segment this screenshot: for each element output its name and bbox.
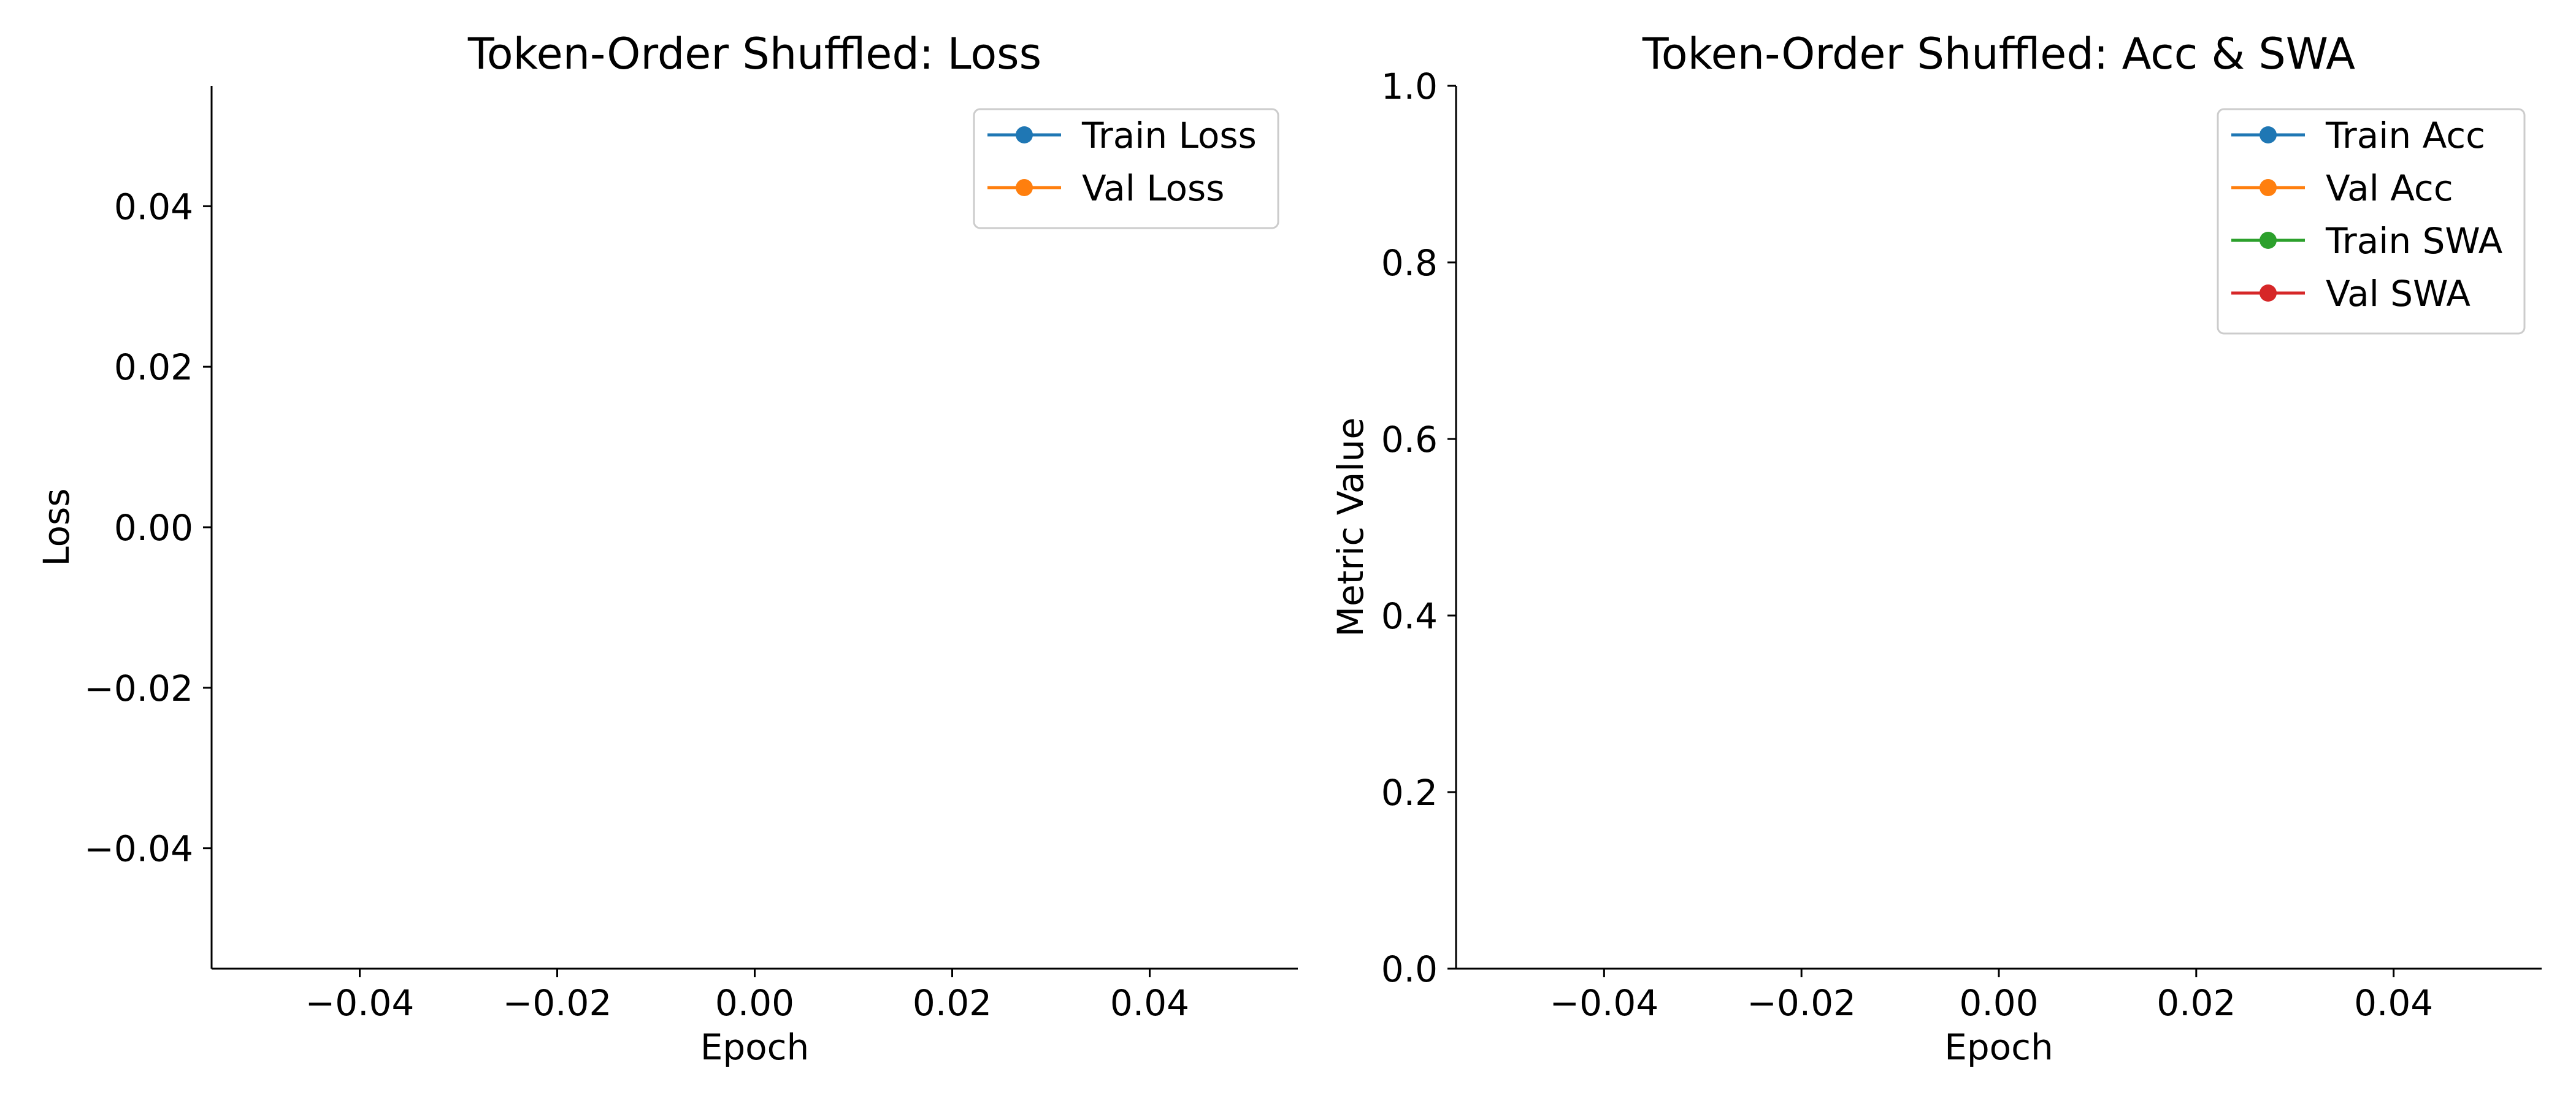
panel-1-y-tick-label: 0.02 xyxy=(114,346,193,388)
panel-2-y-axis-label: Metric Value xyxy=(1330,418,1371,637)
panel-2-legend-marker xyxy=(2260,126,2277,143)
panel-1-x-tick-label: −0.02 xyxy=(503,982,612,1024)
panel-1-x-axis-label: Epoch xyxy=(700,1026,810,1068)
panel-2-chart-title: Token-Order Shuffled: Acc & SWA xyxy=(1642,29,2355,79)
panel-1-legend-label: Val Loss xyxy=(1082,167,1224,209)
panel-2-legend-marker xyxy=(2260,232,2277,249)
panel-2-x-tick-label: 0.02 xyxy=(2156,982,2236,1024)
panel-2-x-tick-label: 0.04 xyxy=(2354,982,2433,1024)
panel-1-y-tick-label: −0.02 xyxy=(84,668,193,709)
panel-1-x-tick-label: −0.04 xyxy=(305,982,415,1024)
panel-2-y-tick-label: 0.2 xyxy=(1381,772,1438,814)
panel-1-x-tick-label: 0.00 xyxy=(715,982,794,1024)
panel-2-legend-label: Val Acc xyxy=(2326,167,2453,209)
panel-1-legend-marker xyxy=(1016,126,1033,143)
panel-2-legend-label: Val SWA xyxy=(2326,273,2471,315)
panel-1-y-tick-label: 0.00 xyxy=(114,507,193,549)
panel-1-legend-marker xyxy=(1016,179,1033,196)
panel-1-chart-title: Token-Order Shuffled: Loss xyxy=(467,29,1041,79)
panel-2-legend-label: Train SWA xyxy=(2325,220,2503,262)
panel-1-legend xyxy=(973,108,1279,229)
panel-1-x-tick-label: 0.04 xyxy=(1110,982,1189,1024)
panel-2-legend-marker xyxy=(2260,284,2277,302)
panel-2-x-tick-label: −0.02 xyxy=(1747,982,1856,1024)
panel-2-x-axis-label: Epoch xyxy=(1944,1026,2053,1068)
panel-1-x-tick-label: 0.02 xyxy=(913,982,992,1024)
panel-2-y-tick-label: 0.6 xyxy=(1381,419,1438,460)
panel-2-y-tick-label: 0.0 xyxy=(1381,948,1438,990)
panel-1-y-axis-label: Loss xyxy=(36,488,77,566)
panel-2-x-tick-label: 0.00 xyxy=(1959,982,2038,1024)
panel-2-legend xyxy=(2217,108,2526,335)
panel-1-y-tick-label: 0.04 xyxy=(114,186,193,227)
panel-1-y-tick-label: −0.04 xyxy=(84,828,193,870)
panel-1-legend-label: Train Loss xyxy=(1081,115,1257,156)
panel-2-y-tick-label: 1.0 xyxy=(1381,66,1438,107)
panel-2-legend-label: Train Acc xyxy=(2325,115,2485,156)
panel-2-y-tick-label: 0.8 xyxy=(1381,242,1438,284)
panel-2-y-tick-label: 0.4 xyxy=(1381,595,1438,637)
panel-2-x-tick-label: −0.04 xyxy=(1549,982,1658,1024)
panel-2-legend-marker xyxy=(2260,179,2277,196)
